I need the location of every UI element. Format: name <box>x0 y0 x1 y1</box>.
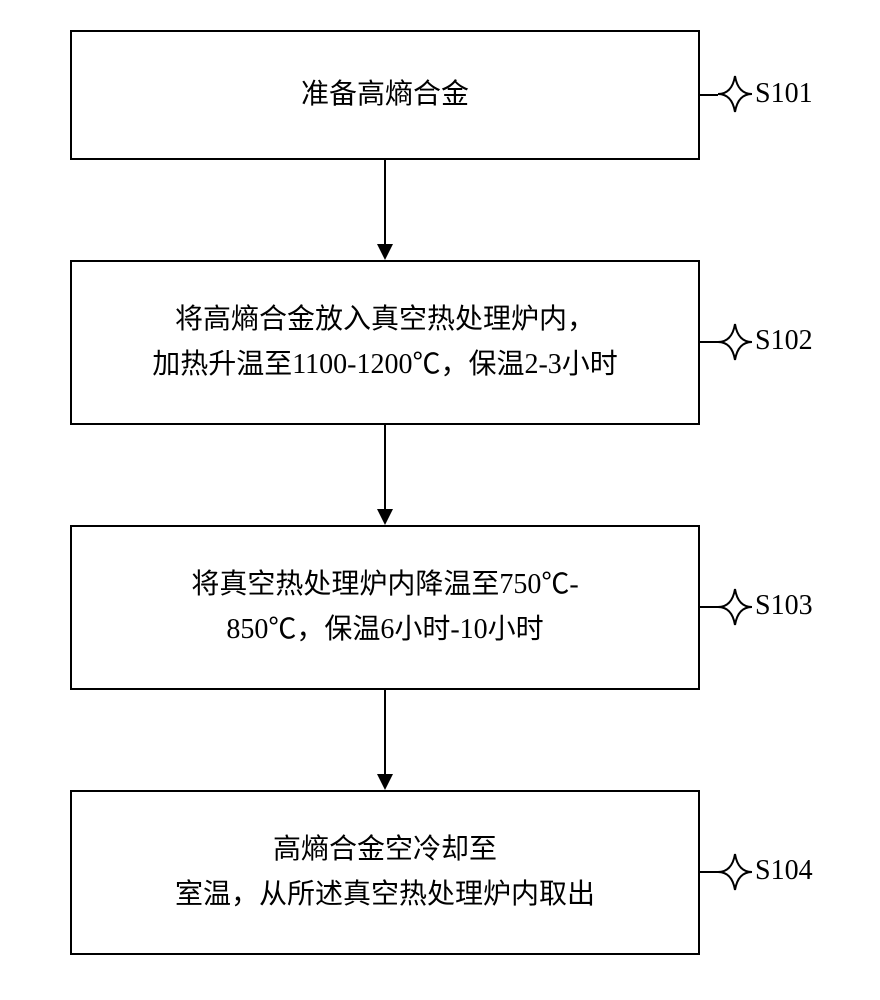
step-text-3-line1: 将真空热处理炉内降温至750℃- <box>191 563 578 608</box>
label-curve-1 <box>718 72 752 116</box>
label-tick-1 <box>700 94 718 96</box>
label-curve-3 <box>718 585 752 629</box>
label-curve-4 <box>718 850 752 894</box>
step-label-4: S104 <box>755 855 813 887</box>
connector-3 <box>377 690 393 790</box>
connector-2 <box>377 425 393 525</box>
label-tick-4 <box>700 871 718 873</box>
step-label-1: S101 <box>755 78 813 110</box>
step-box-1: 准备高熵合金 <box>70 30 700 160</box>
connector-1 <box>377 160 393 260</box>
step-box-2: 将高熵合金放入真空热处理炉内， 加热升温至1100-1200℃，保温2-3小时 <box>70 260 700 425</box>
step-text-2-line1: 将高熵合金放入真空热处理炉内， <box>152 298 618 343</box>
flowchart-canvas: 准备高熵合金 S101 将高熵合金放入真空热处理炉内， 加热升温至1100-12… <box>0 0 880 1000</box>
label-curve-2 <box>718 320 752 364</box>
step-text-1: 准备高熵合金 <box>301 73 469 118</box>
step-label-3: S103 <box>755 590 813 622</box>
step-text-4-line2: 室温，从所述真空热处理炉内取出 <box>175 873 595 918</box>
step-box-4: 高熵合金空冷却至 室温，从所述真空热处理炉内取出 <box>70 790 700 955</box>
label-tick-3 <box>700 606 718 608</box>
step-text-4-line1: 高熵合金空冷却至 <box>175 828 595 873</box>
step-text-3-line2: 850℃，保温6小时-10小时 <box>191 608 578 653</box>
step-box-3: 将真空热处理炉内降温至750℃- 850℃，保温6小时-10小时 <box>70 525 700 690</box>
step-text-2-line2: 加热升温至1100-1200℃，保温2-3小时 <box>152 343 618 388</box>
label-tick-2 <box>700 341 718 343</box>
step-label-2: S102 <box>755 325 813 357</box>
